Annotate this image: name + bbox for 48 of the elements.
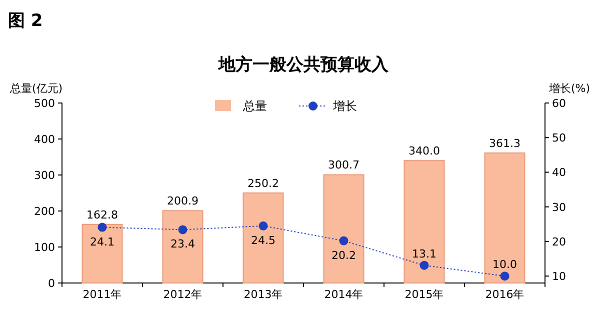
data-label: 13.1 [412,247,436,260]
data-label: 23.4 [170,238,195,251]
x-tick-label: 2013年 [244,288,283,301]
y2-tick-label: 60 [552,97,566,110]
point [339,236,348,246]
point [98,222,107,232]
point [500,272,510,281]
y-tick-label: 0 [48,277,55,290]
point [178,225,188,234]
data-label: 20.2 [332,248,356,262]
x-tick-label: 2015年 [404,288,444,301]
data-label: 24.5 [251,234,276,247]
data-label: 250.2 [248,176,279,190]
x-tick-label: 2011年 [82,288,122,301]
y2-tick-label: 30 [552,200,566,214]
chart-title: 地方一般公共预算收入 [218,55,390,75]
y-axis-title: 总量(亿元) [9,82,63,95]
point [258,221,268,230]
data-label: 361.3 [489,136,520,150]
y-tick-label: 100 [34,241,55,254]
data-label: 200.9 [167,194,198,208]
legend-label: 增长 [332,99,357,113]
y2-tick-label: 20 [552,235,566,248]
legend-label: 总量 [242,99,267,113]
bar [484,152,526,284]
y-tick-label: 400 [34,133,55,146]
x-tick-label: 2012年 [163,288,202,301]
y-tick-label: 300 [34,169,55,182]
point [420,260,429,270]
data-label: 340.0 [408,144,440,158]
x-tick-label: 2016年 [485,288,524,301]
data-label: 10.0 [492,258,517,272]
data-label: 300.7 [328,158,360,172]
caption: 图 2 [8,11,43,31]
x-tick-label: 2014年 [324,288,364,301]
bar [404,160,445,284]
y2-tick-label: 40 [552,166,566,180]
bar [242,192,284,284]
bar [323,174,364,284]
data-label: 162.8 [86,208,118,222]
bar [82,224,123,284]
y-tick-label: 200 [34,205,55,218]
data-label: 24.1 [90,235,114,248]
bar [162,210,204,284]
y-tick-label: 500 [34,97,55,110]
y2-tick-label: 50 [552,132,566,145]
y2-tick-label: 10 [552,270,566,284]
y2-axis-title: 增长(%) [548,82,590,95]
